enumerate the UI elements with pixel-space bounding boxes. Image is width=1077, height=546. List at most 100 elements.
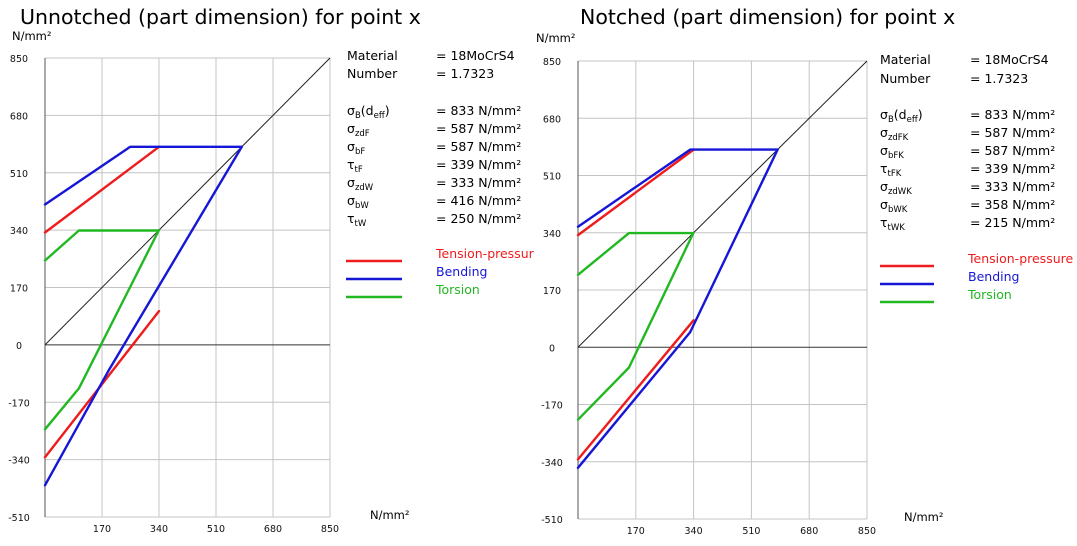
x-axis-unit: N/mm² — [370, 508, 410, 522]
parameter-symbol: σzdW — [347, 175, 374, 193]
y-tick-label: -340 — [8, 456, 30, 467]
parameter-symbol-char: σ — [880, 143, 888, 158]
legend-label: Bending — [436, 264, 487, 279]
parameter-symbol: σbF — [347, 139, 365, 157]
chart-panel-1: Unnotched (part dimension) for point x 85… — [8, 5, 534, 535]
material-label: Material — [347, 48, 398, 63]
parameter-subscript: bFK — [888, 151, 904, 161]
number-value: = 1.7323 — [970, 71, 1028, 86]
y-tick-label: 510 — [10, 169, 28, 180]
y-tick-label: -340 — [541, 458, 563, 469]
x-tick-label: 170 — [627, 526, 645, 537]
y-tick-label: 510 — [543, 172, 561, 183]
y-tick-label: 340 — [10, 226, 28, 237]
parameter-extra: (d — [894, 107, 907, 122]
parameter-value: = 358 N/mm² — [970, 197, 1055, 212]
parameter-value: = 833 N/mm² — [436, 103, 521, 118]
y-tick-label: 850 — [10, 54, 28, 65]
parameter-subscript: tWK — [888, 223, 906, 233]
x-axis-unit: N/mm² — [904, 510, 944, 524]
y-tick-label: 850 — [543, 57, 561, 68]
parameter-subscript: zdW — [355, 183, 374, 193]
y-tick-label: -510 — [541, 515, 563, 526]
x-tick-label: 510 — [742, 526, 760, 537]
parameter-symbol-char: τ — [347, 157, 355, 172]
parameter-subscript: tFK — [888, 169, 902, 179]
parameter-value: = 587 N/mm² — [436, 139, 521, 154]
series-bending-upper-line — [43, 145, 244, 206]
parameter-subscript: bF — [355, 147, 365, 157]
parameter-value: = 587 N/mm² — [970, 125, 1055, 140]
parameter-symbol-char: σ — [880, 125, 888, 140]
y-axis-unit: N/mm² — [536, 31, 576, 45]
parameter-symbol-char: τ — [347, 211, 355, 226]
series-torsion-lower-line — [43, 229, 160, 431]
x-tick-label: 340 — [685, 526, 703, 537]
diagonal-reference-line — [44, 57, 331, 346]
parameter-subscript: zdF — [355, 129, 370, 139]
parameter-symbol-char: σ — [880, 107, 888, 122]
parameter-symbol: σbWK — [880, 197, 908, 215]
legend-label: Torsion — [967, 287, 1012, 302]
x-tick-label: 850 — [321, 524, 339, 535]
parameter-extra: ) — [385, 103, 390, 118]
parameter-symbol: τtF — [347, 157, 363, 175]
parameter-value: = 250 N/mm² — [436, 211, 521, 226]
parameter-value: = 339 N/mm² — [436, 157, 521, 172]
y-tick-label: 680 — [10, 111, 28, 122]
number-value: = 1.7323 — [436, 66, 494, 81]
x-tick-label: 340 — [150, 524, 168, 535]
material-label: Material — [880, 52, 931, 67]
x-tick-label: 680 — [264, 524, 282, 535]
y-tick-label: 170 — [543, 286, 561, 297]
parameter-symbol: σzdFK — [880, 125, 909, 143]
parameter-symbol: σbFK — [880, 143, 904, 161]
legend-label: Torsion — [435, 282, 480, 297]
parameter-symbol-char: σ — [880, 197, 888, 212]
x-tick-label: 680 — [800, 526, 818, 537]
parameter-subscript: zdWK — [888, 187, 912, 197]
parameter-value: = 416 N/mm² — [436, 193, 521, 208]
parameter-symbol-char: σ — [347, 139, 355, 154]
number-label: Number — [880, 71, 931, 86]
parameter-symbol: τtWK — [880, 215, 905, 233]
parameter-symbol-char: σ — [347, 103, 355, 118]
parameter-subscript: bWK — [888, 205, 908, 215]
parameter-subscript: zdFK — [888, 133, 909, 143]
series-tension-pressur-upper-line — [43, 145, 161, 234]
x-tick-label: 510 — [207, 524, 225, 535]
y-axis-unit: N/mm² — [12, 29, 52, 43]
y-tick-label: 340 — [543, 229, 561, 240]
series-bending-upper-line — [576, 148, 779, 228]
parameter-subscript: eff — [907, 115, 919, 125]
series-torsion-upper-line — [43, 229, 160, 262]
y-tick-label: -170 — [541, 401, 563, 412]
y-tick-label: 0 — [16, 341, 22, 352]
parameter-symbol-char: σ — [347, 193, 355, 208]
legend-label: Tension-pressure — [967, 251, 1073, 266]
series-torsion-upper-line — [576, 231, 695, 276]
parameter-subscript: tF — [355, 165, 363, 175]
material-value: = 18MoCrS4 — [436, 48, 515, 63]
chart-title: Notched (part dimension) for point x — [580, 5, 955, 29]
parameter-value: = 833 N/mm² — [970, 107, 1055, 122]
chart-panel-2: Notched (part dimension) for point x 850 6… — [536, 5, 1073, 537]
parameter-symbol-char: σ — [880, 179, 888, 194]
legend-label: Tension-pressur — [435, 246, 535, 261]
chart-title: Unnotched (part dimension) for point x — [20, 5, 421, 29]
parameter-symbol-char: σ — [347, 175, 355, 190]
parameter-value: = 339 N/mm² — [970, 161, 1055, 176]
material-value: = 18MoCrS4 — [970, 52, 1049, 67]
parameter-symbol: σbW — [347, 193, 369, 211]
parameter-symbol-char: σ — [347, 121, 355, 136]
parameter-symbol: σzdF — [347, 121, 370, 139]
x-tick-label: 850 — [858, 526, 876, 537]
y-tick-label: -510 — [8, 513, 30, 524]
series-tension-pressure-lower-line — [576, 319, 695, 461]
parameter-value: = 333 N/mm² — [436, 175, 521, 190]
parameter-symbol-char: τ — [880, 161, 888, 176]
parameter-symbol: τtW — [347, 211, 367, 229]
parameter-subscript: bW — [355, 201, 369, 211]
